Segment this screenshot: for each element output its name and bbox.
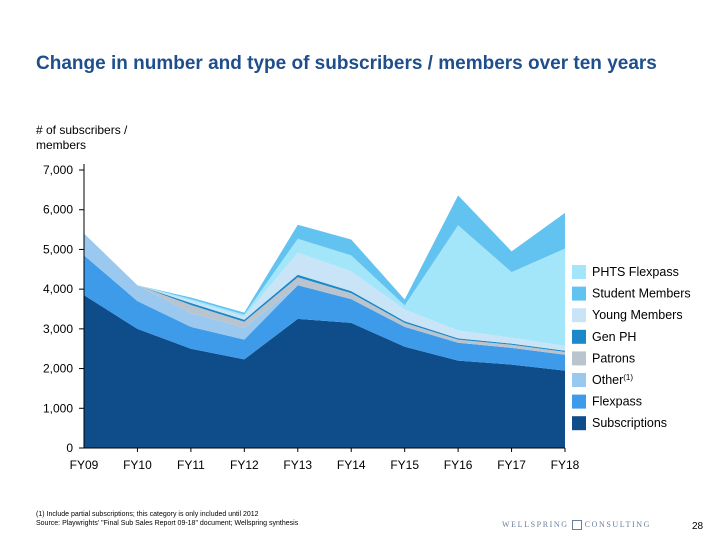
- legend-swatch: [572, 416, 586, 431]
- x-tick-label: FY10: [123, 458, 152, 472]
- axes: 7,000 6,000 5,000 4,000 3,000 2,000 1,000 0 FY09…: [43, 163, 580, 472]
- legend-label: Young Members: [592, 308, 683, 322]
- legend-swatch: [572, 265, 586, 279]
- x-tick-label: FY18: [551, 458, 580, 472]
- legend-item-other: Other(1): [572, 373, 633, 387]
- legend-label: Flexpass: [592, 395, 642, 409]
- area-student-members: [84, 195, 565, 315]
- y-tick-label: 3,000: [43, 322, 73, 336]
- legend-item-gen-ph: Gen PH: [572, 329, 636, 344]
- legend: PHTS Flexpass Student Members Young Member…: [572, 265, 691, 431]
- area-other: [84, 233, 565, 355]
- legend-item-subscriptions: Subscriptions: [572, 416, 667, 431]
- logo-square-icon: [571, 520, 582, 531]
- legend-swatch: [572, 373, 586, 387]
- legend-item-young-members: Young Members: [572, 308, 683, 323]
- legend-swatch: [572, 329, 586, 344]
- x-tick-label: FY13: [283, 458, 312, 472]
- y-tick-label: 0: [66, 441, 73, 455]
- area-subscriptions: [84, 295, 565, 448]
- x-tick-label: FY12: [230, 458, 259, 472]
- page-number: 28: [692, 521, 704, 532]
- legend-swatch: [572, 351, 586, 366]
- legend-swatch: [572, 286, 586, 301]
- area-young-members: [84, 233, 565, 351]
- company-logo: WELLSPRING CONSULTING: [502, 520, 662, 534]
- x-tick-label: FY11: [177, 458, 205, 472]
- legend-label: PHTS Flexpass: [592, 265, 679, 279]
- legend-swatch: [572, 394, 586, 409]
- legend-label: Student Members: [592, 287, 691, 301]
- y-axis-title: # of subscribers / members: [36, 123, 128, 152]
- legend-item-patrons: Patrons: [572, 351, 635, 366]
- stacked-area-chart: 7,000 6,000 5,000 4,000 3,000 2,000 1,000 0 FY09…: [43, 163, 691, 472]
- legend-item-flexpass: Flexpass: [572, 394, 642, 409]
- x-tick-label: FY15: [390, 458, 419, 472]
- area-flexpass: [84, 255, 565, 371]
- legend-item-phts-flexpass: PHTS Flexpass: [572, 265, 679, 279]
- x-tick-label: FY17: [497, 458, 526, 472]
- y-tick-label: 5,000: [43, 242, 73, 256]
- y-tick-label: 2,000: [43, 362, 73, 376]
- x-tick-label: FY14: [337, 458, 366, 472]
- footnote-source: Source: Playwrights' "Final Sub Sales Re…: [36, 520, 299, 527]
- footnote: (1) Include partial subscriptions; this …: [36, 510, 456, 528]
- area-layers: [84, 195, 565, 448]
- legend-label: Gen PH: [592, 330, 636, 344]
- x-tick-label: FY09: [70, 458, 99, 472]
- area-phts-flexpass: [84, 225, 565, 346]
- legend-item-student-members: Student Members: [572, 286, 691, 301]
- chart-title: Change in number and type of subscribers…: [36, 53, 657, 74]
- logo-text-left: WELLSPRING: [502, 520, 569, 529]
- y-tick-label: 4,000: [43, 282, 73, 296]
- footnote-line-1: (1) Include partial subscriptions; this …: [36, 511, 259, 518]
- legend-label: Subscriptions: [592, 416, 667, 430]
- y-tick-label: 1,000: [43, 401, 73, 415]
- y-tick-label: 6,000: [43, 203, 73, 217]
- y-tick-label: 7,000: [43, 163, 73, 177]
- legend-swatch: [572, 308, 586, 323]
- legend-label: Other(1): [592, 373, 633, 387]
- x-tick-label: FY16: [444, 458, 473, 472]
- logo-text-right: CONSULTING: [584, 520, 652, 529]
- legend-label: Patrons: [592, 351, 635, 365]
